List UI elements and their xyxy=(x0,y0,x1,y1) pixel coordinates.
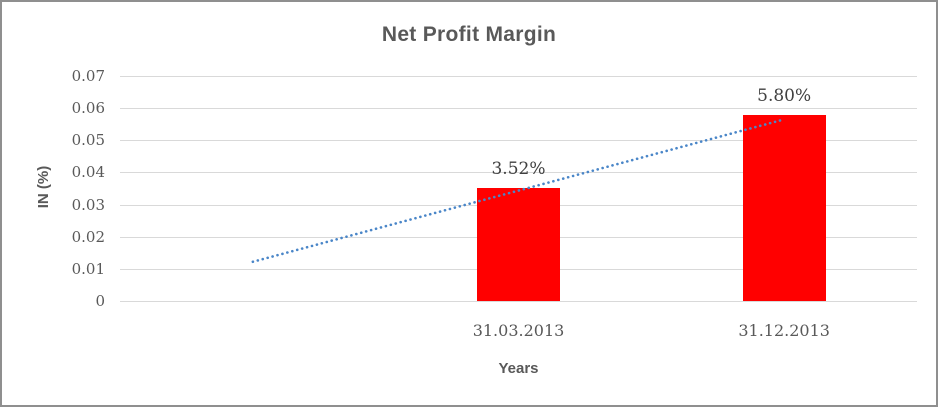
y-tick-label: 0.05 xyxy=(71,131,105,150)
gridline xyxy=(120,108,917,110)
x-tick-label: 31.12.2013 xyxy=(738,321,830,340)
y-tick-label: 0.01 xyxy=(71,259,105,278)
y-tick-label: 0.07 xyxy=(71,67,105,85)
gridline xyxy=(120,76,917,77)
data-label: 5.80% xyxy=(757,85,812,106)
y-tick-label: 0 xyxy=(95,292,105,310)
chart-title: Net Profit Margin xyxy=(381,23,557,46)
data-label: 3.52% xyxy=(491,158,546,179)
y-tick-label: 0.03 xyxy=(71,195,105,214)
y-tick-label: 0.02 xyxy=(71,227,105,246)
x-axis-title: Years xyxy=(498,360,539,377)
y-tick-label: 0.04 xyxy=(71,163,105,182)
y-tick-label: 0.06 xyxy=(71,99,105,118)
x-tick-label: 31.03.2013 xyxy=(472,321,565,340)
bar xyxy=(742,114,826,301)
gridline xyxy=(120,301,917,302)
bar xyxy=(477,187,560,301)
